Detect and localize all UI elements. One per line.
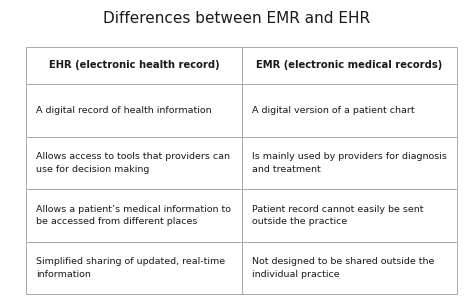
Text: Allows a patient’s medical information to
be accessed from different places: Allows a patient’s medical information t…	[36, 205, 231, 226]
Text: Is mainly used by providers for diagnosis
and treatment: Is mainly used by providers for diagnosi…	[252, 152, 447, 174]
Text: EMR (electronic medical records): EMR (electronic medical records)	[256, 60, 443, 70]
Text: Differences between EMR and EHR: Differences between EMR and EHR	[103, 11, 371, 26]
Text: Patient record cannot easily be sent
outside the practice: Patient record cannot easily be sent out…	[252, 205, 424, 226]
Text: EHR (electronic health record): EHR (electronic health record)	[49, 60, 219, 70]
Text: Not designed to be shared outside the
individual practice: Not designed to be shared outside the in…	[252, 257, 435, 279]
Text: Simplified sharing of updated, real-time
information: Simplified sharing of updated, real-time…	[36, 257, 226, 279]
Text: A digital record of health information: A digital record of health information	[36, 106, 212, 115]
Bar	[26, 47, 457, 294]
Text: Allows access to tools that providers can
use for decision making: Allows access to tools that providers ca…	[36, 152, 230, 174]
Text: A digital version of a patient chart: A digital version of a patient chart	[252, 106, 415, 115]
